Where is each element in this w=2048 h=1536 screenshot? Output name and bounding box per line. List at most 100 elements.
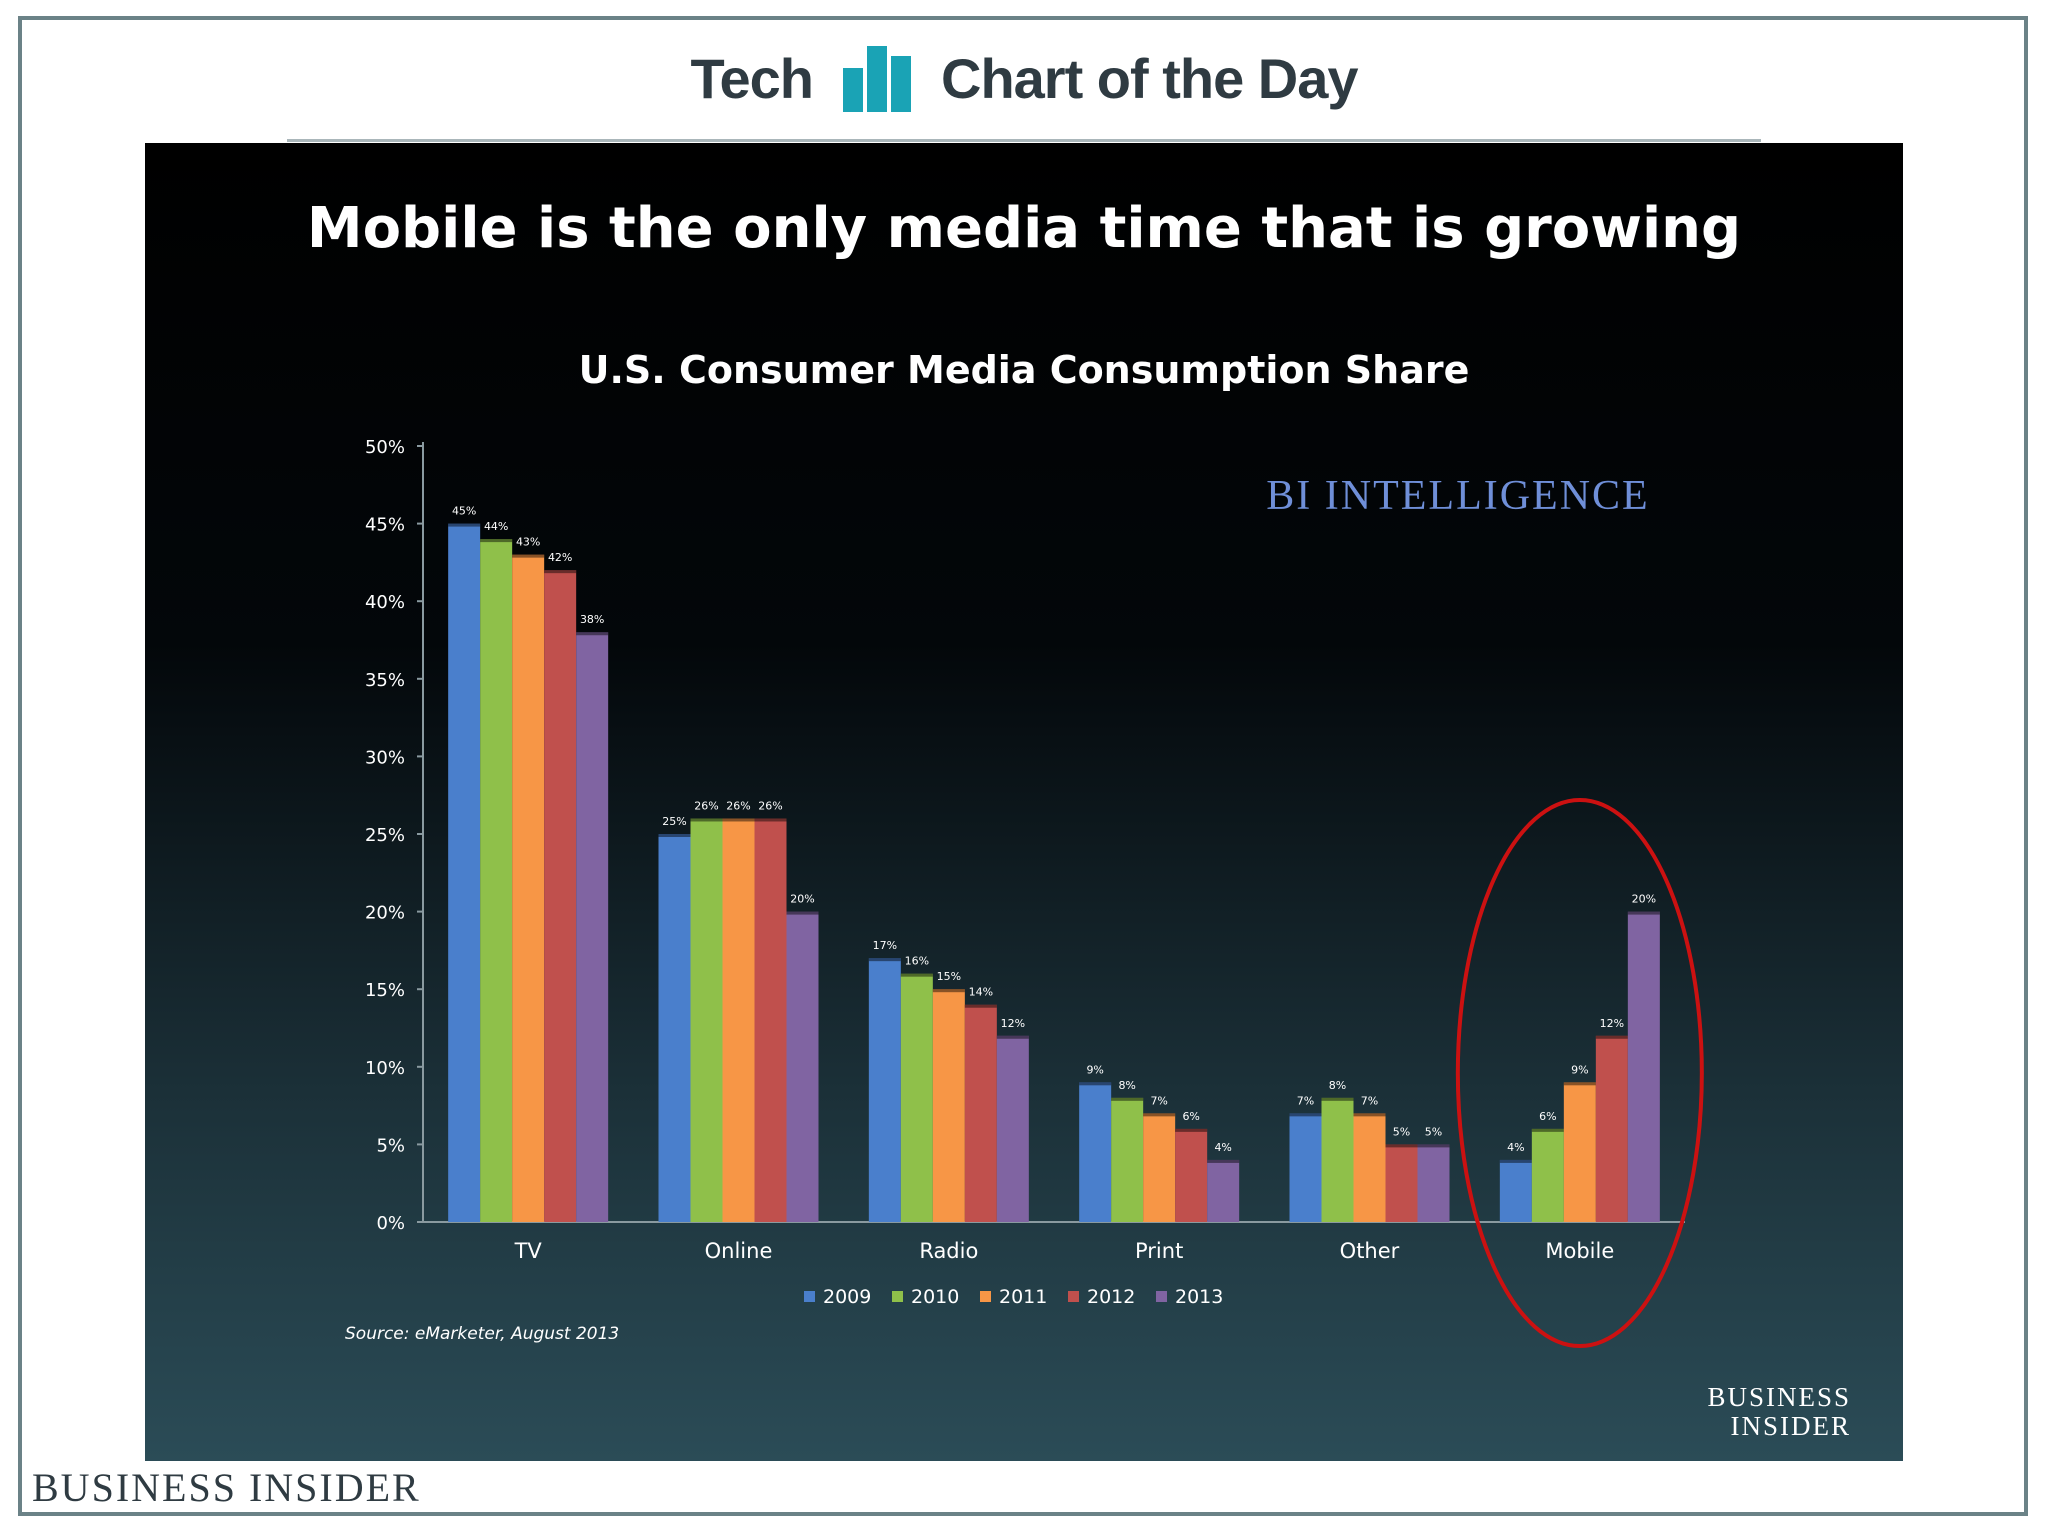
bar-top-edge xyxy=(512,554,545,558)
bar-online-2012 xyxy=(754,818,787,1222)
y-tick-label: 50% xyxy=(365,437,405,458)
x-tick-label: Other xyxy=(1340,1239,1400,1263)
source-note: Source: eMarketer, August 2013 xyxy=(345,1324,619,1344)
header-chart-of-the-day-label: Chart of the Day xyxy=(941,46,1358,110)
legend-swatch-2011 xyxy=(980,1291,991,1302)
bar-other-2011 xyxy=(1353,1113,1386,1222)
bar-top-edge xyxy=(868,958,901,962)
data-label: 7% xyxy=(1150,1094,1167,1107)
bar-radio-2010 xyxy=(900,973,933,1222)
data-label: 9% xyxy=(1571,1063,1588,1076)
bar-chart: Mobile is the only media time that is gr… xyxy=(307,196,1851,1441)
legend-swatch-2013 xyxy=(1156,1291,1167,1302)
bar-radio-2009 xyxy=(868,958,901,1222)
bar-print-2011 xyxy=(1143,1113,1176,1222)
bar-top-edge xyxy=(1111,1097,1144,1101)
legend-swatch-2009 xyxy=(804,1291,815,1302)
bar-top-edge xyxy=(1353,1113,1386,1117)
bar-mobile-2012 xyxy=(1595,1035,1628,1222)
bar-other-2010 xyxy=(1321,1097,1354,1222)
data-label: 8% xyxy=(1329,1079,1346,1092)
bar-top-edge xyxy=(964,1004,997,1008)
bar-top-edge xyxy=(1595,1035,1628,1039)
data-label: 26% xyxy=(758,799,782,812)
data-label: 7% xyxy=(1361,1094,1378,1107)
bar-tv-2011 xyxy=(512,554,545,1222)
y-tick-label: 20% xyxy=(365,903,405,924)
data-label: 45% xyxy=(452,505,476,518)
data-label: 43% xyxy=(516,536,540,549)
legend-label: 2009 xyxy=(823,1286,871,1308)
y-tick-label: 0% xyxy=(376,1213,405,1234)
y-tick-label: 10% xyxy=(365,1058,405,1079)
bar-print-2010 xyxy=(1111,1097,1144,1222)
data-label: 38% xyxy=(580,613,604,626)
data-label: 14% xyxy=(969,986,993,999)
y-tick-label: 45% xyxy=(365,515,405,536)
x-tick-label: TV xyxy=(514,1239,543,1263)
chart-data-labels: 45% 44% 43% 42% 38% 25% 26% 26% 26% 20% 17% 16% 15% 1… xyxy=(452,505,1656,1154)
bar-top-edge xyxy=(996,1035,1029,1039)
chart-legend: 2009 2010 2011 2012 2013 xyxy=(804,1286,1223,1308)
chart-title: U.S. Consumer Media Consumption Share xyxy=(579,348,1470,392)
bar-top-edge xyxy=(544,570,577,574)
bar-top-edge xyxy=(690,818,723,822)
bar-radio-2013 xyxy=(996,1035,1029,1222)
data-label: 6% xyxy=(1182,1110,1199,1123)
bar-top-edge xyxy=(1321,1097,1354,1101)
x-tick-label: Online xyxy=(705,1239,773,1263)
data-label: 4% xyxy=(1214,1141,1231,1154)
chart-bars xyxy=(448,523,1660,1222)
bar-top-edge xyxy=(1289,1113,1322,1117)
header-divider xyxy=(287,139,1761,142)
bar-top-edge xyxy=(1499,1159,1532,1163)
data-label: 42% xyxy=(548,551,572,564)
data-label: 44% xyxy=(484,520,508,533)
data-label: 26% xyxy=(694,799,718,812)
bar-online-2011 xyxy=(722,818,755,1222)
data-label: 12% xyxy=(1600,1017,1624,1030)
bar-print-2013 xyxy=(1207,1159,1240,1222)
data-label: 9% xyxy=(1086,1063,1103,1076)
bar-top-edge xyxy=(1175,1128,1208,1132)
bar-top-edge xyxy=(1563,1082,1596,1086)
bar-top-edge xyxy=(1531,1128,1564,1132)
bar-chart-logo-icon xyxy=(843,46,912,112)
business-insider-footer-logo: BUSINESS INSIDER xyxy=(32,1465,421,1510)
data-label: 15% xyxy=(937,970,961,983)
x-tick-label: Mobile xyxy=(1545,1239,1614,1263)
bar-mobile-2010 xyxy=(1531,1128,1564,1222)
data-label: 16% xyxy=(905,955,929,968)
bar-top-edge xyxy=(1417,1144,1450,1148)
bar-top-edge xyxy=(480,539,513,543)
x-tick-label: Print xyxy=(1135,1239,1183,1263)
data-label: 12% xyxy=(1001,1017,1025,1030)
data-label: 25% xyxy=(662,815,686,828)
bar-other-2013 xyxy=(1417,1144,1450,1222)
corner-logo-line1: BUSINESS xyxy=(1707,1382,1851,1412)
header-tech-label: Tech xyxy=(690,46,814,110)
y-tick-label: 30% xyxy=(365,747,405,768)
bar-top-edge xyxy=(448,523,481,527)
bar-tv-2010 xyxy=(480,539,513,1222)
chart-axes: 0% 5% 10% 15% 20% 25% 30% 35% 40% 45% 50% TV Online R… xyxy=(365,437,1685,1263)
bi-intelligence-watermark: BI INTELLIGENCE xyxy=(1266,473,1649,519)
mobile-highlight-ellipse xyxy=(1455,798,1704,1348)
y-tick-label: 35% xyxy=(365,670,405,691)
data-label: 17% xyxy=(873,939,897,952)
data-label: 8% xyxy=(1118,1079,1135,1092)
bar-top-edge xyxy=(1627,911,1660,915)
bar-print-2009 xyxy=(1079,1082,1112,1222)
bar-top-edge xyxy=(900,973,933,977)
legend-label: 2013 xyxy=(1175,1286,1223,1308)
y-tick-label: 5% xyxy=(376,1135,405,1156)
data-label: 7% xyxy=(1297,1094,1314,1107)
bar-mobile-2013 xyxy=(1627,911,1660,1222)
bar-top-edge xyxy=(722,818,755,822)
bar-print-2012 xyxy=(1175,1128,1208,1222)
data-label: 26% xyxy=(726,799,750,812)
bar-other-2012 xyxy=(1385,1144,1418,1222)
data-label: 5% xyxy=(1425,1125,1442,1138)
chart-of-the-day-header: Tech Chart of the Day xyxy=(0,18,2048,142)
bar-top-edge xyxy=(754,818,787,822)
